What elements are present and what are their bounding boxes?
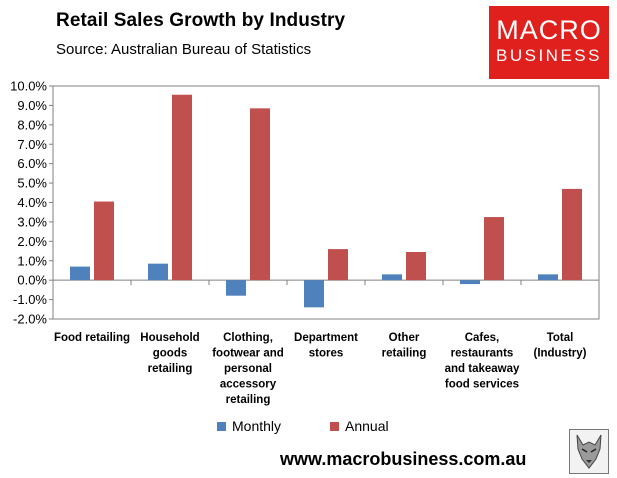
x-category-label: Clothing, footwear and personal accessory re… — [212, 332, 284, 406]
legend-item-annual: Annual — [330, 418, 389, 434]
x-category-label: Household goods retailing — [140, 332, 199, 375]
y-tick-label: 4.0% — [17, 195, 47, 210]
logo-line-1: MACRO — [496, 15, 602, 45]
x-category-label-line: goods — [153, 348, 188, 360]
y-tick-label: 5.0% — [17, 176, 47, 191]
x-category-label-line: retailing — [148, 363, 193, 375]
bar-annual — [328, 249, 348, 281]
chart-title: Retail Sales Growth by Industry — [56, 10, 346, 31]
bar-annual — [484, 217, 504, 281]
bar-annual — [250, 108, 270, 281]
bar-annual — [172, 94, 192, 281]
x-category-label-line: (Industry) — [533, 348, 586, 360]
bar-monthly — [304, 280, 324, 308]
y-tick-label: 1.0% — [17, 253, 47, 268]
x-category-label-line: Food retailing — [54, 332, 130, 344]
y-tick-label: 2.0% — [17, 234, 47, 249]
plot-area — [52, 85, 600, 320]
x-category-label: Food retailing — [54, 332, 130, 344]
y-tick-label: 6.0% — [17, 156, 47, 171]
x-category-label-line: retailing — [226, 394, 271, 406]
x-category-label: Department stores — [294, 332, 358, 360]
y-axis: 10.0% 9.0% 8.0% 7.0% 6.0% 5.0% 4.0% 3.0% 2.0% 1.0… — [10, 79, 53, 327]
x-category-label-line: Clothing, — [223, 332, 273, 344]
logo-line-2: BUSINESS — [496, 46, 602, 65]
x-category-label: Total (Industry) — [533, 332, 586, 360]
legend-label-monthly: Monthly — [232, 418, 282, 434]
y-tick-label: 3.0% — [17, 214, 47, 229]
x-category-label: Other retailing — [382, 332, 427, 360]
x-category-label-line: Household — [140, 332, 199, 344]
bar-monthly — [460, 280, 480, 285]
y-tick-label: 0.0% — [17, 273, 47, 288]
bar-monthly — [382, 274, 402, 281]
bar-monthly — [538, 274, 558, 281]
website-url: www.macrobusiness.com.au — [280, 449, 527, 469]
legend-label-annual: Annual — [345, 418, 389, 434]
legend-swatch-annual — [330, 421, 339, 431]
bar-monthly — [70, 266, 90, 281]
x-category-label-line: restaurants — [451, 348, 514, 360]
x-axis: Food retailing Household goods retailingClo… — [53, 279, 600, 406]
bar-chart: 10.0% 9.0% 8.0% 7.0% 6.0% 5.0% 4.0% 3.0% 2.0% 1.0… — [10, 79, 600, 406]
x-category-label-line: accessory — [220, 379, 277, 391]
x-category-label-line: food services — [445, 379, 519, 391]
bars — [70, 94, 582, 308]
wolf-logo-icon — [569, 429, 609, 474]
bar-annual — [406, 252, 426, 281]
chart-subtitle: Source: Australian Bureau of Statistics — [56, 41, 312, 58]
x-category-label-line: Other — [389, 332, 420, 344]
x-category-label-line: and takeaway — [445, 363, 520, 375]
y-tick-label: 10.0% — [10, 79, 47, 94]
y-tick-label: 8.0% — [17, 117, 47, 132]
x-category-label-line: retailing — [382, 348, 427, 360]
legend-item-monthly: Monthly — [217, 418, 281, 434]
x-category-label-line: Department — [294, 332, 358, 344]
bar-annual — [562, 188, 582, 281]
x-category-label-line: stores — [309, 348, 344, 360]
legend-swatch-monthly — [217, 421, 226, 431]
bar-monthly — [148, 263, 168, 281]
y-tick-label: 7.0% — [17, 137, 47, 152]
y-tick-label: -2.0% — [13, 312, 47, 327]
macrobusiness-logo: MACRO BUSINESS — [489, 6, 609, 79]
x-category-label-line: footwear and — [212, 348, 284, 360]
x-category-label: Cafes, restaurants and takeaway food servic… — [445, 332, 520, 391]
x-category-label-line: Cafes, — [465, 332, 500, 344]
x-category-label-line: personal — [224, 363, 272, 375]
bar-annual — [94, 201, 114, 281]
y-tick-label: 9.0% — [17, 98, 47, 113]
x-category-label-line: Total — [547, 332, 574, 344]
y-tick-label: -1.0% — [13, 292, 47, 307]
bar-monthly — [226, 280, 246, 296]
